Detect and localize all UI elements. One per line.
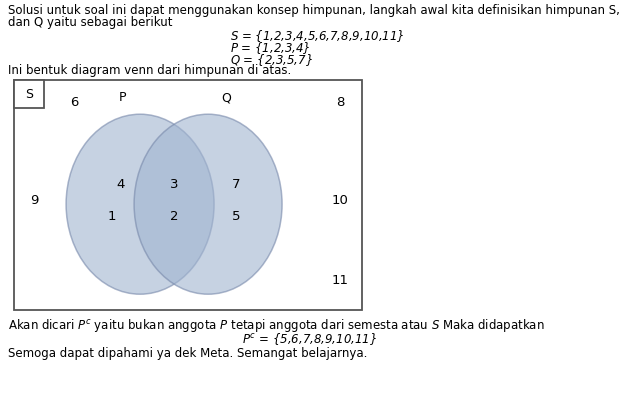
Text: $P$ = {1,2,3,4}: $P$ = {1,2,3,4} <box>230 40 310 56</box>
Text: 10: 10 <box>332 194 348 207</box>
FancyBboxPatch shape <box>14 80 44 108</box>
Text: 4: 4 <box>116 178 124 191</box>
Text: $S$ = {1,2,3,4,5,6,7,8,9,10,11}: $S$ = {1,2,3,4,5,6,7,8,9,10,11} <box>230 28 404 44</box>
Text: Akan dicari $P^c$ yaitu bukan anggota $P$ tetapi anggota dari semesta atau $S$ M: Akan dicari $P^c$ yaitu bukan anggota $P… <box>8 317 545 334</box>
Text: 6: 6 <box>70 96 78 109</box>
Text: dan Q yaitu sebagai berikut: dan Q yaitu sebagai berikut <box>8 16 173 29</box>
Ellipse shape <box>66 114 214 294</box>
Text: 2: 2 <box>170 210 178 223</box>
Text: 9: 9 <box>30 194 38 207</box>
Text: Ini bentuk diagram venn dari himpunan di atas.: Ini bentuk diagram venn dari himpunan di… <box>8 64 291 77</box>
Text: P: P <box>119 91 126 104</box>
Text: 7: 7 <box>232 178 240 191</box>
Text: 3: 3 <box>170 178 178 191</box>
Ellipse shape <box>134 114 282 294</box>
FancyBboxPatch shape <box>14 80 362 310</box>
Text: 8: 8 <box>336 96 344 109</box>
Text: $Q$ = {2,3,5,7}: $Q$ = {2,3,5,7} <box>230 52 313 68</box>
Text: 1: 1 <box>108 210 116 223</box>
Text: $P^c$ = {5,6,7,8,9,10,11}: $P^c$ = {5,6,7,8,9,10,11} <box>242 331 378 347</box>
Text: Solusi untuk soal ini dapat menggunakan konsep himpunan, langkah awal kita defin: Solusi untuk soal ini dapat menggunakan … <box>8 4 621 17</box>
Text: 11: 11 <box>332 273 348 286</box>
Text: Semoga dapat dipahami ya dek Meta. Semangat belajarnya.: Semoga dapat dipahami ya dek Meta. Seman… <box>8 347 368 360</box>
Text: Q: Q <box>221 91 231 104</box>
Text: S: S <box>25 87 33 100</box>
Text: 5: 5 <box>232 210 240 223</box>
